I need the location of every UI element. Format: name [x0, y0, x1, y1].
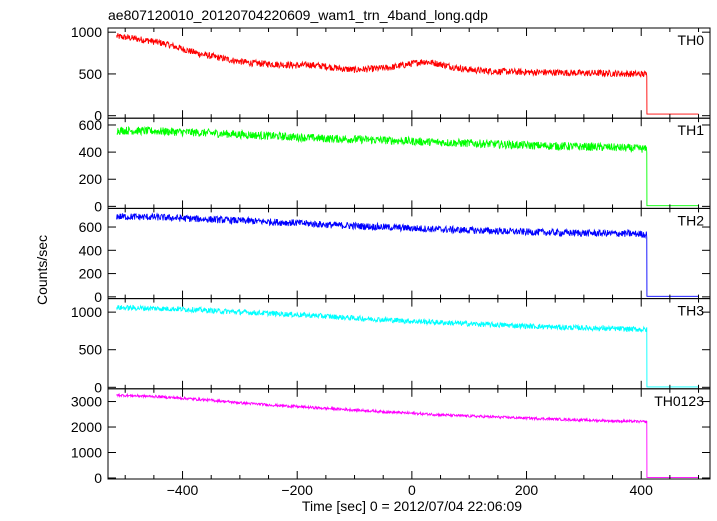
panel-th0123: 0 1000 2000 3000 TH0123 — [71, 388, 711, 486]
panel-name-label: TH1 — [678, 122, 705, 138]
y-axis-title: Counts/sec — [34, 235, 50, 305]
panels-group: 0 500 1000 TH0 0 200 400 600 TH1 0 200 400 600 TH2 0 50… — [71, 24, 711, 498]
y-tick-label: 600 — [79, 219, 103, 235]
x-tick-label: 400 — [630, 482, 654, 498]
y-tick-label: 0 — [94, 108, 102, 124]
y-tick-label: 0 — [94, 198, 102, 214]
x-tick-label: 200 — [515, 482, 539, 498]
series-line-th0123 — [116, 392, 699, 478]
x-tick-label: 0 — [408, 482, 416, 498]
y-tick-label: 500 — [79, 342, 103, 358]
panel-name-label: TH0123 — [654, 393, 704, 409]
panel-frame — [107, 388, 711, 480]
y-tick-label: 400 — [79, 242, 103, 258]
panel-frame — [107, 298, 711, 390]
y-tick-label: 200 — [79, 171, 103, 187]
panel-th2: 0 200 400 600 TH2 — [79, 207, 711, 305]
panel-frame — [107, 27, 711, 119]
y-tick-label: 3000 — [71, 394, 102, 410]
x-axis-title: Time [sec] 0 = 2012/07/04 22:06:09 — [302, 498, 522, 514]
panel-name-label: TH2 — [678, 212, 705, 228]
panel-name-label: TH3 — [678, 303, 705, 319]
panel-th0: 0 500 1000 TH0 — [71, 24, 711, 124]
series-line-th3 — [116, 304, 699, 388]
y-tick-label: 200 — [79, 266, 103, 282]
y-tick-label: 0 — [94, 470, 102, 486]
y-tick-label: 400 — [79, 144, 103, 160]
y-tick-label: 1000 — [71, 445, 102, 461]
y-tick-label: 2000 — [71, 419, 102, 435]
y-tick-label: 0 — [94, 289, 102, 305]
series-line-th1 — [116, 125, 699, 207]
y-tick-label: 600 — [79, 117, 103, 133]
series-line-th0 — [116, 33, 699, 115]
y-tick-label: 1000 — [71, 304, 102, 320]
panel-th1: 0 200 400 600 TH1 — [79, 117, 711, 214]
series-line-th2 — [116, 212, 699, 297]
y-tick-label: 500 — [79, 66, 103, 82]
panel-th3: 0 500 1000 TH3 — [71, 298, 711, 395]
x-tick-label: −200 — [281, 482, 313, 498]
y-tick-label: 1000 — [71, 24, 102, 40]
panel-name-label: TH0 — [678, 32, 705, 48]
x-tick-label: −400 — [167, 482, 199, 498]
chart-title: ae807120010_20120704220609_wam1_trn_4ban… — [108, 7, 488, 23]
y-tick-label: 0 — [94, 379, 102, 395]
